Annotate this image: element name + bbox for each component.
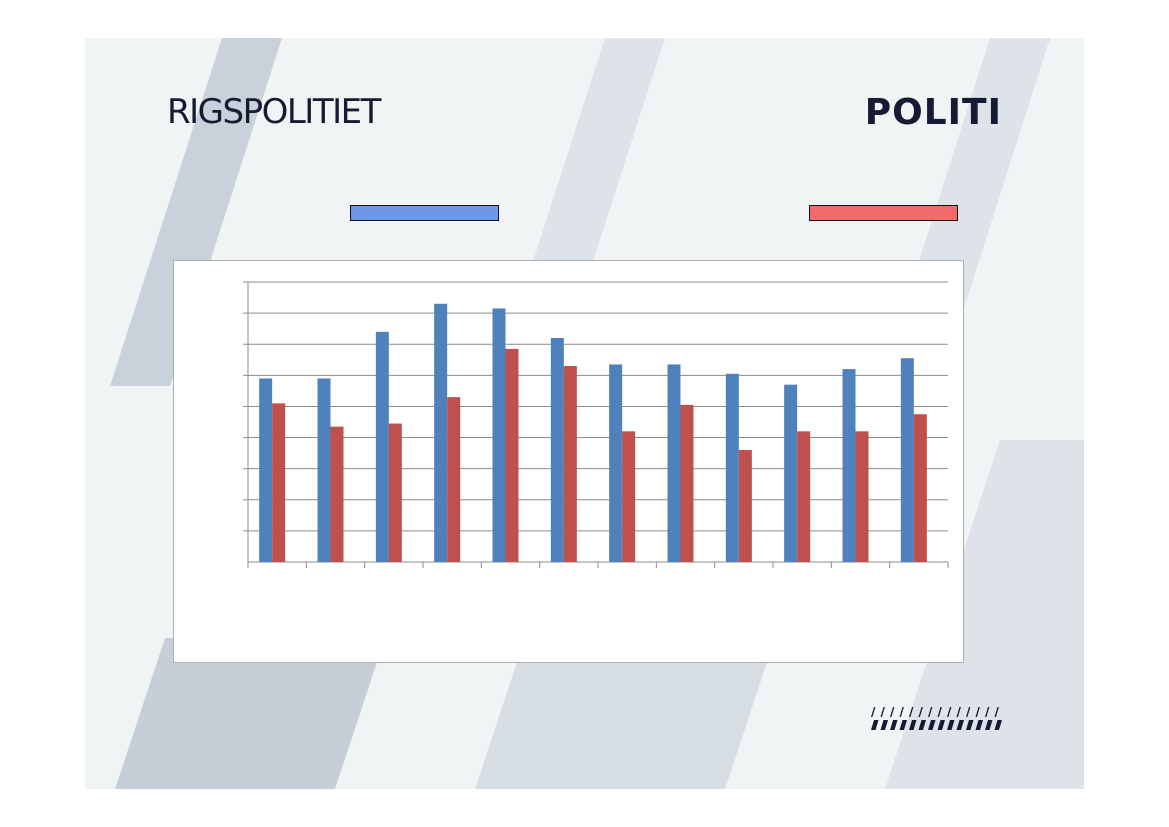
bar-series-1-10 (784, 384, 798, 562)
police-stripe-logo-icon (871, 707, 1002, 730)
slide: RIGSPOLITIET POLITI (85, 38, 1084, 789)
bar-series-2-2 (330, 426, 344, 562)
bar-series-1-4 (434, 303, 448, 562)
background-stripes (110, 38, 1084, 789)
bar-series-2-8 (680, 404, 694, 562)
bar-series-2-12 (913, 414, 927, 562)
bar-series-2-3 (388, 423, 402, 562)
bar-series-1-2 (317, 378, 331, 562)
chart-area (173, 260, 964, 663)
bar-series-2-6 (563, 366, 577, 562)
bar-series-1-5 (492, 308, 506, 562)
legend-swatch-series-1 (350, 205, 499, 221)
bar-series-1-8 (667, 364, 681, 562)
bar-series-2-11 (855, 431, 869, 562)
bar-series-1-7 (609, 364, 623, 562)
bar-series-2-4 (447, 397, 461, 562)
politi-logo: POLITI (864, 92, 1002, 133)
bar-series-1-1 (259, 378, 273, 562)
bar-chart (243, 281, 949, 568)
bar-series-1-3 (375, 331, 389, 562)
agency-title: RIGSPOLITIET (167, 92, 381, 132)
bar-series-1-9 (725, 373, 739, 562)
bar-series-1-11 (842, 369, 856, 562)
bar-series-2-5 (505, 348, 519, 562)
bar-series-1-6 (550, 338, 564, 562)
bar-series-2-9 (738, 450, 752, 562)
bar-series-1-12 (900, 358, 914, 562)
legend-swatch-series-2 (809, 205, 958, 221)
bar-series-2-1 (272, 403, 286, 562)
bar-series-2-10 (797, 431, 811, 562)
bar-series-2-7 (622, 431, 636, 562)
